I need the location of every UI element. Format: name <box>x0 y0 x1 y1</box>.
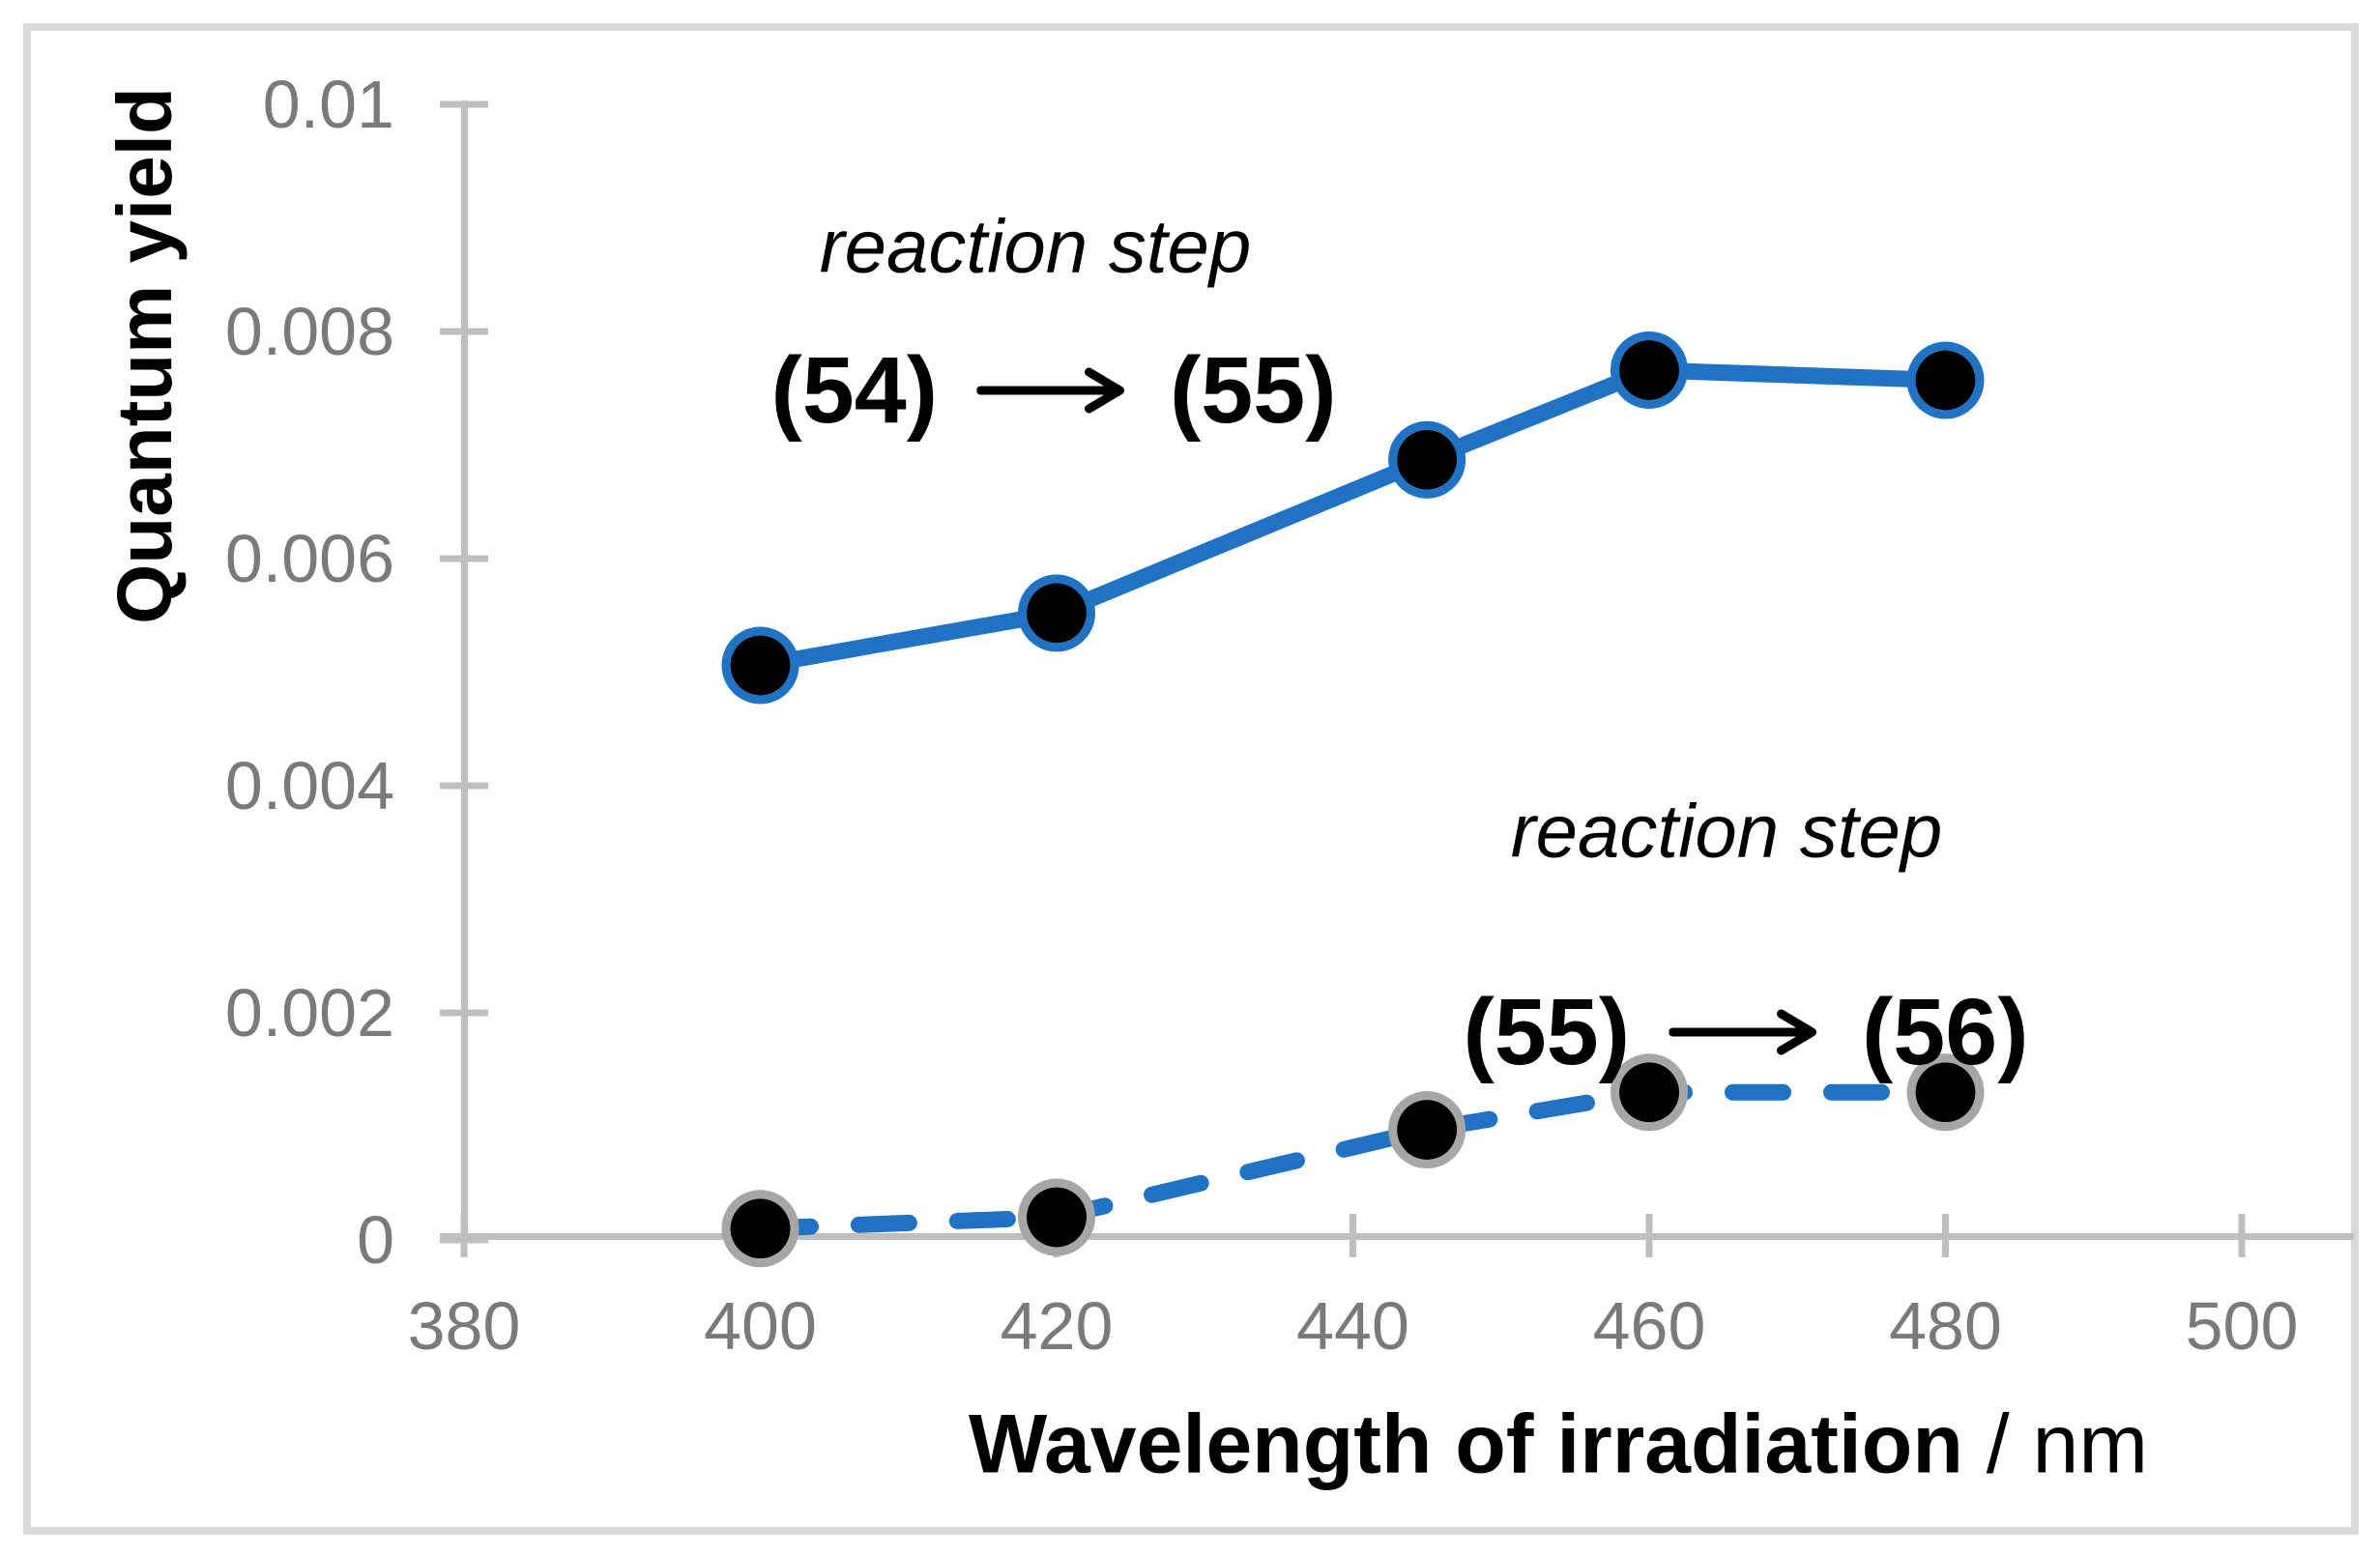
y-tick-label: 0.002 <box>224 975 394 1051</box>
right-arrow-icon <box>975 367 1131 414</box>
annotation-1-reaction: (54) (55) <box>771 336 1337 445</box>
data-point-marker-ring <box>1906 1053 1985 1132</box>
data-point-marker <box>1619 1062 1679 1123</box>
x-tick-label: 460 <box>1592 1288 1706 1364</box>
y-tick-label: 0.004 <box>224 748 394 823</box>
annotation-2-from: (55) <box>1463 979 1631 1084</box>
y-tick-label: 0.01 <box>262 67 394 142</box>
annotation-1-to: (55) <box>1170 337 1337 443</box>
data-point-marker <box>1915 1062 1976 1123</box>
data-point-marker-ring <box>1611 1053 1688 1132</box>
data-point-marker <box>1027 583 1087 644</box>
data-point-marker-ring <box>1906 341 1985 419</box>
annotation-2-reaction: (55) (56) <box>1464 978 2029 1086</box>
data-point-marker <box>1915 350 1976 411</box>
x-axis-title-unit: / nm <box>1962 1397 2149 1491</box>
annotation-2-label: reaction step <box>1510 788 1943 874</box>
x-tick-label: 480 <box>1889 1288 2002 1364</box>
data-point-marker-ring <box>1018 1178 1095 1256</box>
y-axis-title: Quantum yield <box>102 87 188 624</box>
data-point-marker-ring <box>1388 1091 1466 1169</box>
annotation-2-to: (56) <box>1862 979 2029 1084</box>
y-tick-label: 0.006 <box>224 521 394 596</box>
x-axis-title: Wavelength of irradiation / nm <box>969 1397 2148 1493</box>
data-point-marker <box>1397 429 1458 490</box>
x-tick-label: 440 <box>1296 1288 1409 1364</box>
x-tick-label: 400 <box>704 1288 817 1364</box>
data-point-marker <box>1397 1100 1458 1161</box>
data-point-marker <box>730 1198 791 1259</box>
data-point-marker <box>1619 339 1679 400</box>
data-point-marker-ring <box>721 626 799 705</box>
x-tick-label: 380 <box>407 1288 521 1364</box>
x-axis-title-main: Wavelength of irradiation <box>968 1397 1963 1491</box>
chart-outer-frame <box>23 23 2359 1535</box>
data-point-marker <box>730 635 791 696</box>
data-point-marker-ring <box>1388 420 1466 499</box>
x-tick-label: 500 <box>2185 1288 2299 1364</box>
y-tick-label: 0 <box>357 1202 394 1278</box>
series-line-dashed <box>752 1083 1954 1237</box>
data-point-marker-ring <box>1611 331 1688 409</box>
data-point-marker <box>1027 1187 1087 1248</box>
data-point-marker-ring <box>1018 574 1095 652</box>
annotation-1-label: reaction step <box>819 203 1252 289</box>
data-point-marker-ring <box>721 1190 799 1268</box>
annotation-1-from: (54) <box>770 337 939 443</box>
x-tick-label: 420 <box>1000 1288 1114 1364</box>
y-tick-label: 0.008 <box>224 294 394 369</box>
right-arrow-icon <box>1668 1009 1823 1055</box>
